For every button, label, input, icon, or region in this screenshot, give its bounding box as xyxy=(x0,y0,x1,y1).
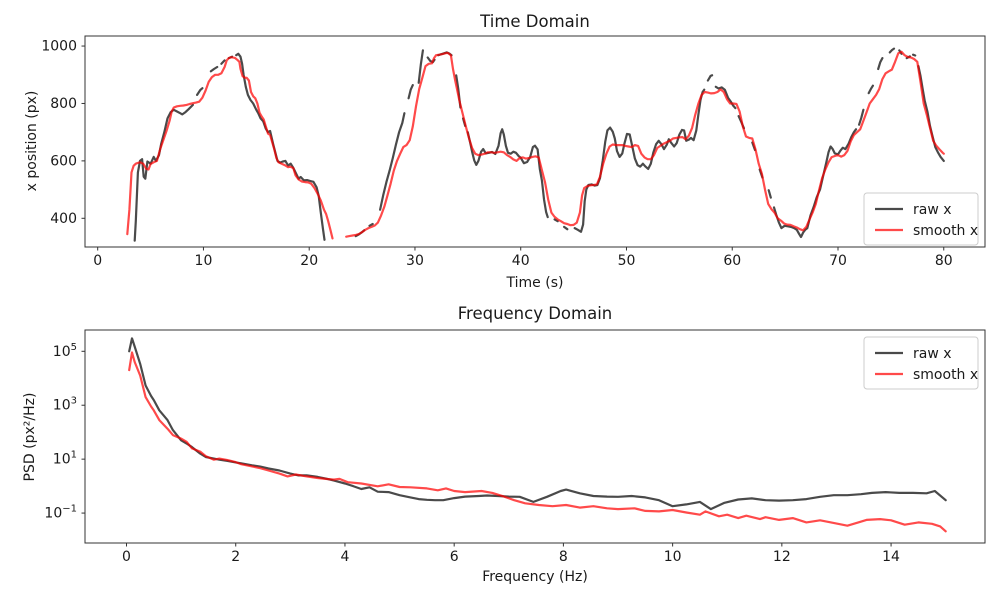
time-domain-legend: raw x smooth x xyxy=(863,192,979,246)
time-domain-x-ticks: 0 10 20 30 40 50 60 70 80 xyxy=(93,247,953,269)
frequency-domain-legend: raw x smooth x xyxy=(863,336,979,390)
y-tick-label: 1000 xyxy=(41,39,77,55)
frequency-domain-title: Frequency Domain xyxy=(457,304,613,323)
frequency-domain-smooth-x-line xyxy=(128,351,947,533)
x-tick-label: 10 xyxy=(195,253,213,269)
legend-box xyxy=(863,192,979,246)
x-tick-label: 2 xyxy=(231,549,240,565)
x-tick-label: 40 xyxy=(512,253,530,269)
legend-box xyxy=(863,336,979,390)
x-tick-label: 12 xyxy=(773,549,791,565)
x-tick-label: 0 xyxy=(93,253,102,269)
x-tick-label: 4 xyxy=(340,549,349,565)
x-tick-label: 50 xyxy=(618,253,636,269)
time-domain-title: Time Domain xyxy=(480,12,590,31)
frequency-domain-axes: 0 2 4 6 8 10 12 14 10−1 101 103 105 xyxy=(44,329,986,565)
x-tick-label: 70 xyxy=(829,253,847,269)
time-domain-smooth-x-line xyxy=(126,50,945,240)
legend-label-raw-x: raw x xyxy=(913,346,952,362)
legend-label-raw-x: raw x xyxy=(913,202,952,218)
time-domain-raw-x-line xyxy=(133,47,945,242)
x-tick-label: 14 xyxy=(882,549,900,565)
legend-label-smooth-x: smooth x xyxy=(913,223,978,239)
x-tick-label: 0 xyxy=(122,549,131,565)
frequency-domain-frame xyxy=(84,329,986,544)
x-tick-label: 6 xyxy=(450,549,459,565)
x-tick-label: 20 xyxy=(300,253,318,269)
x-position-axis-label: x position (px) xyxy=(24,90,40,192)
y-tick-label: 600 xyxy=(50,153,77,169)
time-domain-axes: 0 10 20 30 40 50 60 70 80 400 600 800 1000 xyxy=(41,35,986,269)
psd-axis-label: PSD (px²/Hz) xyxy=(22,392,38,482)
legend-label-smooth-x: smooth x xyxy=(913,367,978,383)
y-tick-label: 103 xyxy=(53,396,77,414)
y-tick-label: 10−1 xyxy=(44,504,77,522)
y-tick-label: 101 xyxy=(53,450,77,468)
frequency-domain-x-ticks: 0 2 4 6 8 10 12 14 xyxy=(122,543,900,565)
frequency-domain-raw-x-line xyxy=(128,337,947,511)
frequency-axis-label: Frequency (Hz) xyxy=(482,569,588,585)
y-tick-label: 105 xyxy=(53,342,77,360)
time-axis-label: Time (s) xyxy=(506,275,564,291)
x-tick-label: 8 xyxy=(559,549,568,565)
x-tick-label: 60 xyxy=(723,253,741,269)
x-tick-label: 30 xyxy=(406,253,424,269)
y-tick-label: 800 xyxy=(50,96,77,112)
y-tick-label: 400 xyxy=(50,211,77,227)
x-tick-label: 10 xyxy=(664,549,682,565)
time-domain-y-ticks: 400 600 800 1000 xyxy=(41,39,85,227)
time-domain-frame xyxy=(84,35,986,248)
frequency-domain-y-ticks: 10−1 101 103 105 xyxy=(44,342,85,522)
x-tick-label: 80 xyxy=(935,253,953,269)
